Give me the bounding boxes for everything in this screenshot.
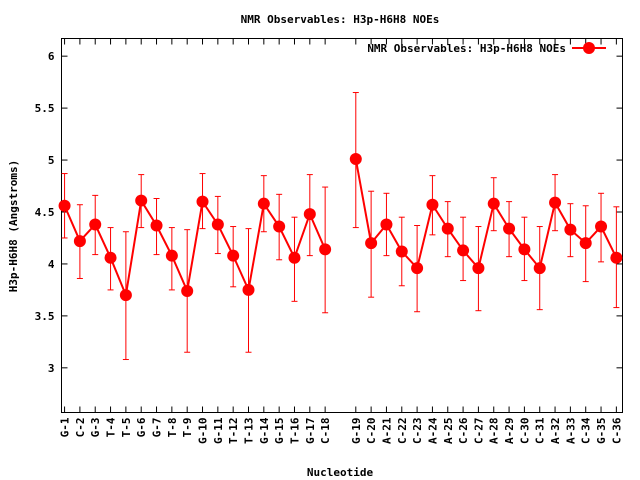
x-tick-label: A-33 bbox=[564, 418, 577, 445]
data-point bbox=[242, 283, 255, 296]
series-line bbox=[63, 197, 327, 299]
x-tick-label: G-35 bbox=[595, 418, 608, 445]
y-tick-label: 3 bbox=[48, 362, 55, 375]
x-tick-label: A-32 bbox=[549, 418, 562, 445]
x-tick-label: T-4 bbox=[105, 417, 118, 437]
legend: NMR Observables: H3p-H6H8 NOEs bbox=[367, 42, 606, 55]
data-point bbox=[518, 243, 531, 256]
x-tick-label: T-13 bbox=[243, 418, 256, 445]
x-tick-label: A-29 bbox=[503, 418, 516, 445]
data-point bbox=[196, 195, 209, 208]
axes: 3 3.5 4 4.5 5 5.5 6 G-1 C-2 G-3 T-4 T-5 G-6 G-7 T-8 T-9… bbox=[35, 38, 623, 445]
data-point bbox=[257, 197, 270, 210]
data-point bbox=[89, 218, 102, 231]
data-point bbox=[487, 197, 500, 210]
data-point bbox=[457, 244, 470, 257]
x-tick-label: G-3 bbox=[89, 418, 102, 438]
data-point bbox=[365, 237, 378, 250]
x-tick-label: T-9 bbox=[181, 418, 194, 438]
x-tick-label: A-21 bbox=[380, 417, 393, 444]
data-point bbox=[380, 218, 393, 231]
x-tick-label: T-8 bbox=[166, 418, 179, 438]
legend-label: NMR Observables: H3p-H6H8 NOEs bbox=[367, 42, 566, 55]
data-point bbox=[150, 219, 163, 232]
data-point bbox=[395, 245, 408, 258]
data-point bbox=[288, 251, 301, 264]
data-point bbox=[595, 220, 608, 233]
data-point bbox=[503, 222, 516, 235]
x-tick-label: C-22 bbox=[396, 418, 409, 445]
legend-marker bbox=[583, 42, 595, 54]
x-tick-label: C-31 bbox=[534, 417, 547, 444]
x-tick-label: G-17 bbox=[304, 418, 317, 445]
x-tick-label: G-19 bbox=[350, 418, 363, 445]
x-tick-label: A-24 bbox=[426, 417, 439, 444]
data-point bbox=[579, 237, 592, 250]
y-tick-label: 4 bbox=[48, 258, 55, 271]
data-point bbox=[411, 262, 424, 275]
x-tick-label: A-25 bbox=[442, 418, 455, 445]
x-tick-label: G-15 bbox=[273, 418, 286, 445]
x-tick-label: T-16 bbox=[288, 417, 301, 444]
data-point bbox=[181, 284, 194, 297]
x-tick-label: G-10 bbox=[197, 418, 210, 445]
x-tick-label: G-14 bbox=[258, 417, 271, 444]
x-tick-label: T-5 bbox=[120, 418, 133, 438]
y-tick-label: 3.5 bbox=[35, 310, 55, 323]
x-tick-label: G-7 bbox=[151, 418, 164, 438]
y-tick-label: 5.5 bbox=[35, 102, 55, 115]
data-point bbox=[610, 251, 623, 264]
x-tick-label: C-20 bbox=[365, 418, 378, 445]
x-axis-label: Nucleotide bbox=[307, 466, 374, 479]
data-point bbox=[533, 262, 546, 275]
x-tick-label: T-12 bbox=[227, 418, 240, 445]
y-tick-label: 4.5 bbox=[35, 206, 55, 219]
x-tick-label: C-30 bbox=[518, 418, 531, 445]
x-tick-label: G-1 bbox=[59, 417, 72, 437]
data-point bbox=[549, 196, 562, 209]
data-point bbox=[273, 220, 286, 233]
x-tick-label: A-28 bbox=[488, 418, 501, 445]
plot-border bbox=[61, 38, 623, 413]
data-point bbox=[319, 243, 332, 256]
data-point bbox=[73, 235, 86, 248]
data-point bbox=[472, 262, 485, 275]
data-point bbox=[227, 249, 240, 262]
data-point bbox=[119, 289, 132, 302]
series-marks bbox=[58, 92, 623, 361]
y-axis-label: H3p-H6H8 (Angstroms) bbox=[7, 160, 20, 292]
data-point bbox=[211, 218, 224, 231]
x-tick-label: C-23 bbox=[411, 418, 424, 445]
data-point bbox=[303, 208, 316, 221]
x-tick-label: C-27 bbox=[472, 418, 485, 445]
data-point bbox=[165, 249, 178, 262]
x-tick-label: G-6 bbox=[135, 417, 148, 437]
x-tick-label: C-2 bbox=[74, 418, 87, 438]
chart-title: NMR Observables: H3p-H6H8 NOEs bbox=[241, 13, 440, 26]
x-tick-label: C-26 bbox=[457, 417, 470, 444]
data-point bbox=[135, 194, 148, 207]
data-point bbox=[441, 222, 454, 235]
data-point bbox=[104, 251, 117, 264]
x-tick-label: G-11 bbox=[212, 417, 225, 444]
x-tick-label: C-36 bbox=[610, 417, 623, 444]
x-tick-label: C-34 bbox=[580, 417, 593, 444]
y-tick-label: 5 bbox=[48, 154, 55, 167]
data-point bbox=[564, 223, 577, 236]
data-point bbox=[426, 198, 439, 211]
x-tick-label: C-18 bbox=[319, 418, 332, 445]
y-tick-label: 6 bbox=[48, 50, 55, 63]
data-point bbox=[58, 199, 71, 212]
series-line bbox=[354, 158, 618, 271]
data-point bbox=[349, 153, 362, 166]
